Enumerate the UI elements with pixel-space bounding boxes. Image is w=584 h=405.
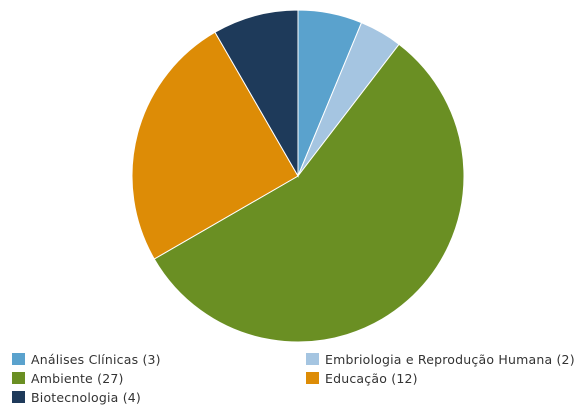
legend-swatch-analises-clinicas [12, 353, 25, 365]
legend-item-ambiente[interactable]: Ambiente (27) [12, 370, 124, 386]
pie-slice-biotecnologia[interactable] [214, 9, 299, 178]
legend-swatch-ambiente [12, 372, 25, 384]
legend-swatch-embriologia [306, 353, 319, 365]
legend-swatch-educacao [306, 372, 319, 384]
pie-slice-ambiente[interactable] [153, 43, 465, 343]
pie-plot [131, 9, 465, 343]
pie-slice-educacao[interactable] [131, 31, 299, 260]
legend-item-analises-clinicas[interactable]: Análises Clínicas (3) [12, 351, 161, 367]
legend-swatch-biotecnologia [12, 391, 25, 403]
legend-item-embriologia[interactable]: Embriologia e Reprodução Humana (2) [306, 351, 575, 367]
legend-label-educacao: Educação (12) [325, 370, 418, 386]
legend-item-educacao[interactable]: Educação (12) [306, 370, 418, 386]
legend-label-analises-clinicas: Análises Clínicas (3) [31, 351, 161, 367]
legend-label-biotecnologia: Biotecnologia (4) [31, 389, 141, 405]
legend-label-ambiente: Ambiente (27) [31, 370, 124, 386]
legend-label-embriologia: Embriologia e Reprodução Humana (2) [325, 351, 575, 367]
legend-item-biotecnologia[interactable]: Biotecnologia (4) [12, 389, 141, 405]
